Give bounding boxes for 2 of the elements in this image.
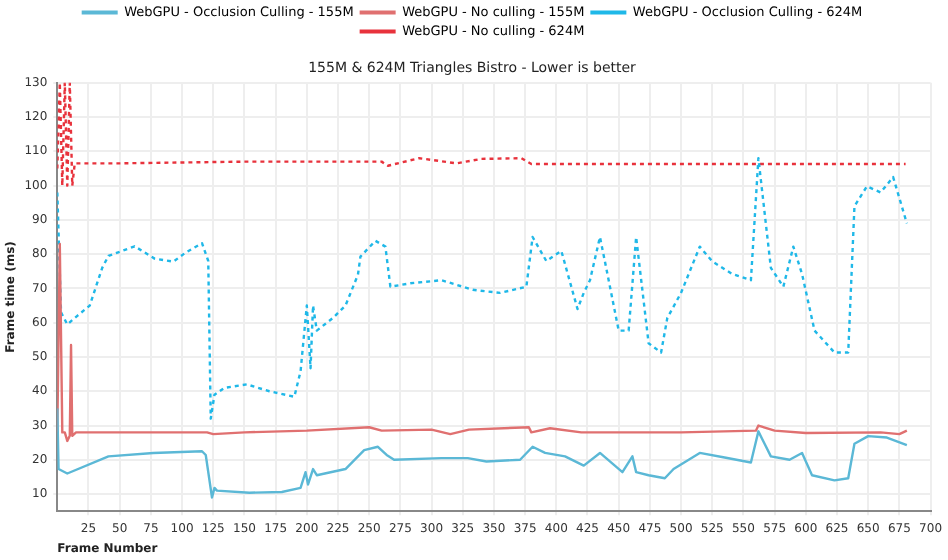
line-series [57, 157, 909, 420]
line-series [57, 82, 907, 187]
